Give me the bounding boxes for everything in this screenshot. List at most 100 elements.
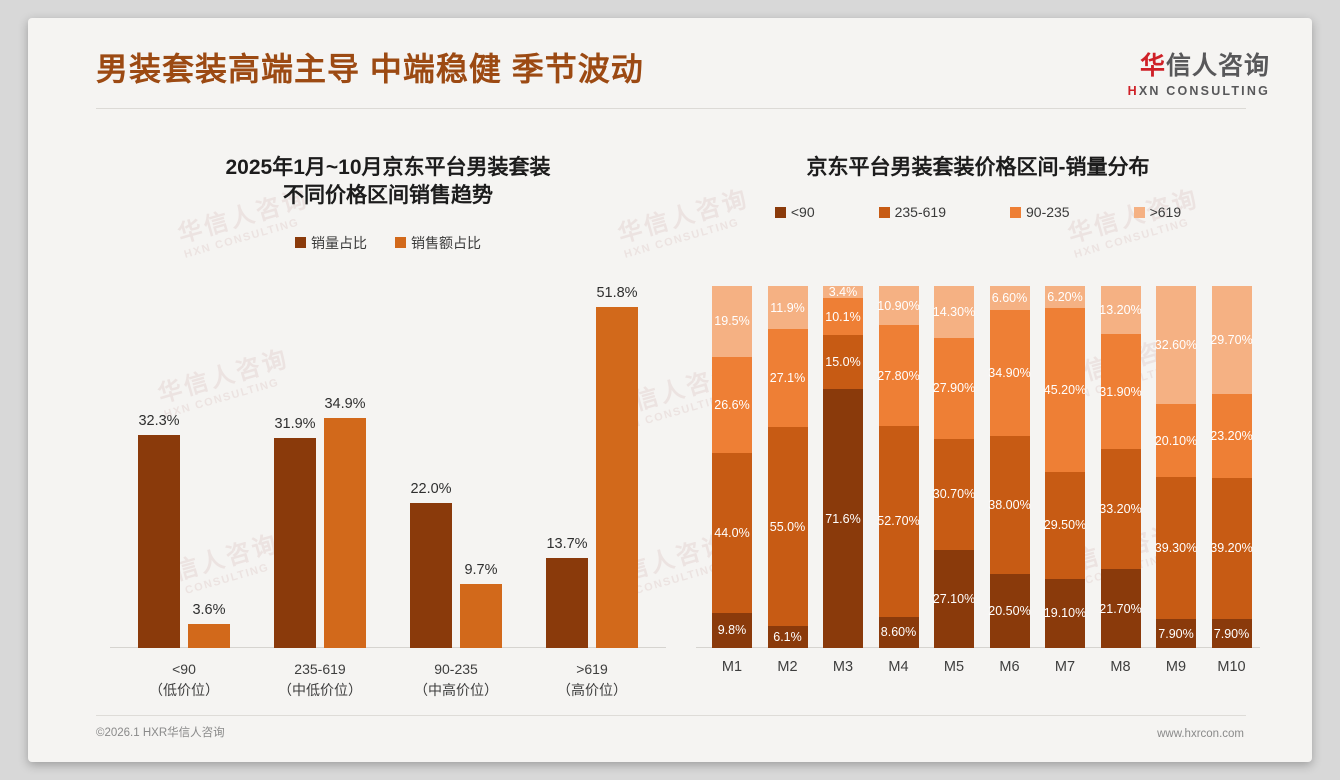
right-chart-segment-value: 10.1% [825,309,861,324]
left-chart-panel: 2025年1月~10月京东平台男装套装 不同价格区间销售趋势 销量占比 销售额占比… [88,126,688,706]
right-chart-legend-label: 90-235 [1026,204,1070,221]
right-chart-legend-label: 235-619 [894,204,946,221]
logo-chinese-accent: 华 [1139,52,1166,80]
right-chart-legend-item[interactable]: <90 [774,204,815,220]
right-chart-segment[interactable]: 45.20% [1044,308,1086,473]
right-chart-segment[interactable]: 71.6% [823,389,863,648]
right-chart-segment[interactable]: 33.20% [1099,449,1142,570]
right-chart-segment[interactable]: 27.90% [933,337,975,439]
left-chart-bar[interactable] [460,584,502,648]
right-chart-segment[interactable]: 14.30% [933,286,975,338]
left-chart-bar-value: 31.9% [274,416,316,433]
right-chart-segment-value: 3.4% [828,285,858,300]
left-chart-bar[interactable] [596,307,638,648]
right-chart-segment[interactable]: 27.80% [877,325,920,427]
right-chart-segment[interactable]: 7.90% [1211,619,1252,648]
right-chart-segment[interactable]: 19.5% [712,286,752,357]
right-chart-segment[interactable]: 39.20% [1210,477,1253,620]
right-chart-segment-value: 27.10% [932,591,976,606]
left-chart-category-label: <90 （低价位） [128,648,240,701]
right-chart-stack: 27.10% 30.70% 27.90% 14.30% [932,286,976,648]
left-chart-legend-item[interactable]: 销量占比 [295,233,367,253]
right-chart-segment[interactable]: 19.10% [1044,578,1086,648]
right-chart-segment[interactable]: 27.10% [932,549,976,648]
footer-copyright: ©2026.1 HXR华信人咨询 [96,727,225,739]
header-divider [96,108,1246,109]
logo-chinese-rest: 信人咨询 [1165,52,1270,80]
right-chart-segment[interactable]: 23.20% [1210,393,1253,478]
left-chart-bar-wrap: 22.0% [410,286,452,648]
right-chart-segment[interactable]: 30.70% [932,438,976,550]
right-chart-segment[interactable]: 20.50% [988,573,1031,648]
right-chart-segment[interactable]: 10.90% [877,286,920,326]
right-chart-category-label: M9 [1165,659,1187,675]
right-chart-segment[interactable]: 44.0% [712,453,752,613]
right-chart-segment[interactable]: 6.20% [1045,286,1085,309]
right-chart-legend-item[interactable]: 235-619 [878,204,946,221]
right-chart-segment[interactable]: 9.8% [712,612,752,648]
left-chart-group: 13.7% 51.8% >619 （高价位） [536,285,648,698]
right-chart-segment[interactable]: 34.90% [988,309,1031,437]
right-chart-stack: 21.70% 33.20% 31.90% 13.20% [1099,286,1142,648]
right-chart-segment[interactable]: 15.0% [823,334,863,390]
right-chart-segment-value: 44.0% [714,525,750,540]
left-chart-legend-item[interactable]: 销售额占比 [395,233,481,253]
right-chart-category-label: M10 [1217,659,1246,675]
right-chart-category-label: M2 [777,659,798,675]
page-title: 男装套装高端主导 中端稳健 季节波动 [96,51,644,87]
right-chart-segment-value: 20.10% [1154,433,1198,448]
right-chart-segment-value: 15.0% [825,354,861,369]
right-chart-segment[interactable]: 8.60% [878,616,919,648]
company-logo: 华信人咨询 HXN CONSULTING [1128,46,1270,98]
left-chart-bar[interactable] [274,438,316,648]
right-chart-segment[interactable]: 10.1% [823,298,863,335]
right-chart-segment[interactable]: 52.70% [877,426,920,617]
right-chart-segment[interactable]: 6.60% [989,286,1030,310]
right-chart-segment-value: 29.50% [1043,518,1087,533]
right-chart-axis [696,647,1260,648]
right-chart-segment[interactable]: 31.90% [1099,333,1142,450]
left-chart-bar-value: 32.3% [138,413,180,430]
left-chart-category-name: 90-235 [434,661,478,677]
legend-swatch-icon [878,206,890,218]
right-chart-group: 7.90% 39.20% 23.20% 29.70% M10 [1206,286,1258,675]
left-chart-bar-wrap: 3.6% [188,286,230,648]
left-chart-group: 22.0% 9.7% 90-235 （中高价位） [400,286,512,698]
right-chart-segment[interactable]: 38.00% [988,436,1031,574]
right-chart-segment[interactable]: 39.30% [1155,476,1197,620]
left-chart-bar-wrap: 31.9% [274,286,316,648]
right-chart-segment[interactable]: 32.60% [1155,286,1197,405]
right-chart-category-label: M4 [888,659,909,675]
right-chart-segment[interactable]: 27.1% [767,329,808,428]
left-chart-bar[interactable] [546,557,588,648]
right-chart-segment[interactable]: 13.20% [1099,286,1142,334]
left-chart-bar[interactable] [138,435,180,648]
left-chart-bar[interactable] [188,624,230,648]
legend-swatch-icon [1133,206,1145,218]
right-chart-segment[interactable]: 21.70% [1099,569,1142,648]
right-chart-segment-value: 52.70% [877,514,920,529]
right-chart-segment[interactable]: 55.0% [767,427,808,626]
right-chart-legend-item[interactable]: >619 [1133,204,1181,220]
right-chart-stack: 7.90% 39.30% 20.10% 32.60% [1154,286,1198,648]
right-chart-segment[interactable]: 26.6% [712,356,752,454]
right-chart-category-label: M5 [943,659,965,675]
left-chart-bar[interactable] [410,503,452,648]
right-chart-segment[interactable]: 29.50% [1043,472,1087,579]
right-chart-segment[interactable]: 6.1% [767,625,808,648]
right-chart-segment-value: 6.60% [991,290,1028,305]
right-chart-legend-item[interactable]: 90-235 [1010,204,1070,220]
left-chart-bar[interactable] [324,418,366,648]
right-chart-segment-value: 23.20% [1210,428,1253,443]
left-chart-legend: 销量占比 销售额占比 [88,233,688,253]
right-chart-segment[interactable]: 11.9% [767,286,808,330]
right-chart-segment-value: 31.90% [1099,384,1142,399]
right-chart-segment[interactable]: 3.4% [823,285,863,300]
logo-english-rest: XN CONSULTING [1138,84,1270,98]
left-chart-category-sublabel: （中低价位） [278,682,362,698]
right-chart-segment[interactable]: 7.90% [1156,619,1196,648]
legend-swatch-icon [295,237,306,249]
right-chart-segment[interactable]: 20.10% [1154,404,1198,477]
right-chart-segment[interactable]: 29.70% [1210,286,1253,394]
right-chart-segment-value: 30.70% [932,487,976,502]
